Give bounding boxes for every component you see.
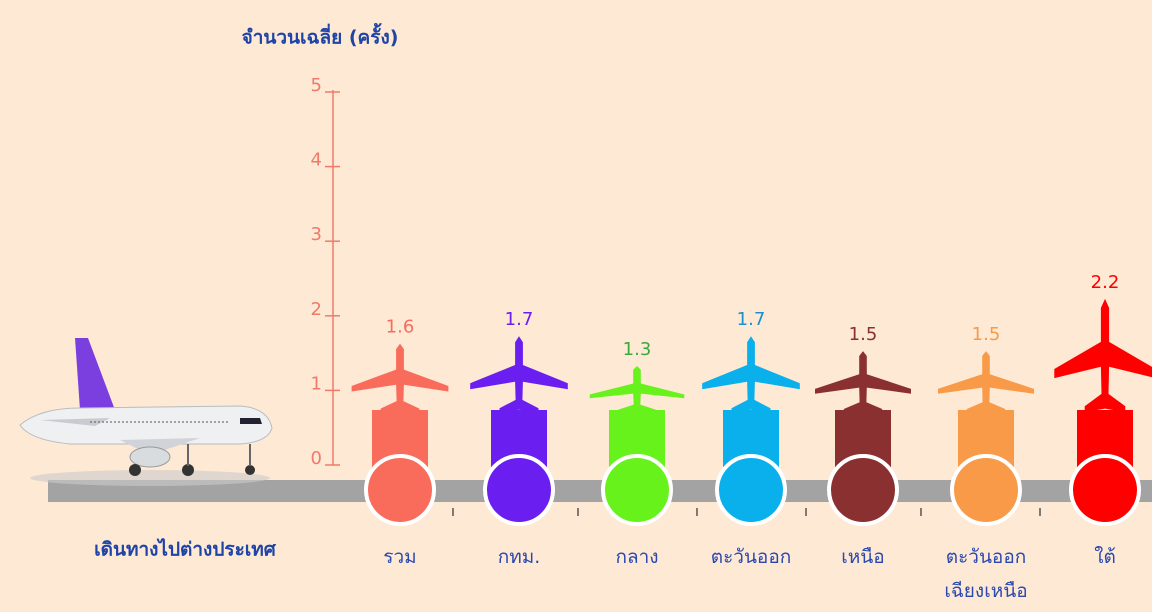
x-tick-label: เหนือ: [841, 546, 885, 568]
thermometer-bulb: [601, 454, 673, 526]
thermometer-bulb: [950, 454, 1022, 526]
plane-bar: [938, 351, 1034, 412]
y-tick-label: 0: [311, 448, 322, 469]
y-tick-label: 3: [311, 224, 322, 245]
value-label: 1.7: [505, 309, 534, 330]
thermometer-bulb: [364, 454, 436, 526]
plane-bar: [1054, 298, 1152, 412]
x-tick-label: รวม: [383, 546, 417, 568]
x-tick-label: ตะวันออก: [710, 546, 792, 568]
y-tick-label: 2: [311, 299, 322, 320]
plane-bar: [702, 336, 800, 412]
y-tick-label: 5: [311, 75, 322, 96]
plane-bar: [351, 343, 449, 412]
plane-bar: [470, 336, 568, 412]
x-tick-label: ใต้: [1094, 546, 1116, 568]
x-tick-label: กลาง: [615, 546, 659, 568]
y-axis-title: จำนวนเฉลี่ย (ครั้ง): [242, 23, 399, 49]
value-label: 2.2: [1091, 272, 1120, 293]
value-label: 1.3: [623, 339, 652, 360]
separators: [452, 508, 1041, 516]
thermometer-bulb: [483, 454, 555, 526]
value-label: 1.5: [849, 324, 878, 345]
plane-bar: [815, 351, 911, 412]
plane-bar: [589, 366, 685, 412]
value-label: 1.6: [386, 317, 415, 338]
thermometer-bulb: [1069, 454, 1141, 526]
y-tick-label: 1: [311, 373, 322, 394]
x-axis-title: เดินทางไปต่างประเทศ: [94, 538, 277, 561]
value-label: 1.5: [972, 324, 1001, 345]
x-tick-label: กทม.: [497, 546, 541, 568]
thermometer-bulb: [827, 454, 899, 526]
thermometer-bulb: [715, 454, 787, 526]
airliner-illustration: [19, 338, 273, 486]
x-tick-label: ตะวันออก เฉียงเหนือ: [944, 546, 1028, 602]
y-tick-label: 4: [311, 150, 322, 171]
value-label: 1.7: [737, 309, 766, 330]
